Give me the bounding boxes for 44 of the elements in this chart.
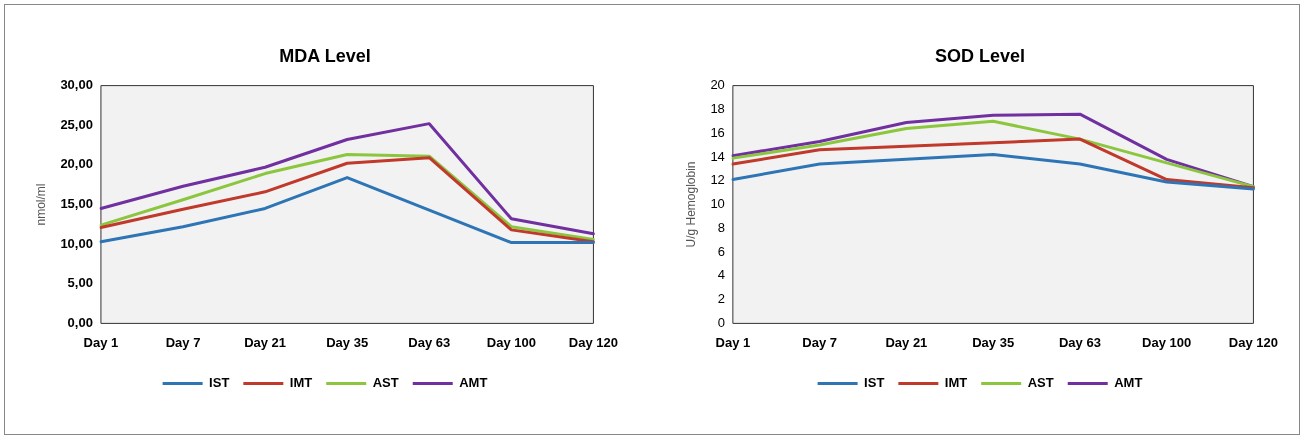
y-axis-title: nmol/ml xyxy=(33,183,48,226)
y-tick-label: 10 xyxy=(710,196,725,212)
y-tick-label: 20 xyxy=(710,77,725,93)
chart-title: MDA Level xyxy=(279,45,371,66)
y-tick-label: 30,00 xyxy=(60,77,93,93)
legend-label: IST xyxy=(209,375,230,391)
y-tick-label: 0,00 xyxy=(67,314,93,330)
x-tick-label: Day 63 xyxy=(1058,334,1101,350)
x-tick-label: Day 1 xyxy=(715,334,751,350)
legend-label: IST xyxy=(864,375,885,391)
y-tick-label: 5,00 xyxy=(67,275,93,291)
legend-label: AMT xyxy=(1114,375,1143,391)
y-tick-label: 12 xyxy=(710,172,725,188)
y-tick-label: 14 xyxy=(710,148,725,164)
y-tick-label: 16 xyxy=(710,124,725,140)
x-tick-label: Day 120 xyxy=(568,334,618,350)
y-tick-label: 8 xyxy=(717,219,725,235)
x-tick-label: Day 63 xyxy=(408,334,451,350)
y-tick-label: 18 xyxy=(710,100,725,116)
y-tick-label: 2 xyxy=(717,291,725,307)
x-tick-label: Day 35 xyxy=(972,334,1015,350)
x-tick-label: Day 21 xyxy=(885,334,928,350)
y-tick-label: 25,00 xyxy=(60,116,93,132)
y-tick-label: 20,00 xyxy=(60,156,93,172)
legend-label: AST xyxy=(1027,375,1054,391)
legend-label: IMT xyxy=(944,375,968,391)
x-tick-label: Day 7 xyxy=(165,334,201,350)
y-axis-title: U/g Hemoglobin xyxy=(683,161,698,248)
x-tick-label: Day 100 xyxy=(486,334,536,350)
y-tick-label: 0 xyxy=(717,314,725,330)
legend-label: AST xyxy=(372,375,399,391)
y-tick-label: 15,00 xyxy=(60,196,93,212)
y-tick-label: 10,00 xyxy=(60,235,93,251)
chart-title: SOD Level xyxy=(934,45,1026,66)
x-tick-label: Day 21 xyxy=(244,334,287,350)
x-tick-label: Day 7 xyxy=(802,334,837,350)
x-tick-label: Day 100 xyxy=(1142,334,1192,350)
legend-label: AMT xyxy=(459,375,488,391)
y-tick-label: 4 xyxy=(717,267,725,283)
x-tick-label: Day 35 xyxy=(326,334,369,350)
x-tick-label: Day 120 xyxy=(1228,334,1278,350)
x-tick-label: Day 1 xyxy=(83,334,119,350)
y-tick-label: 6 xyxy=(717,243,725,259)
legend-label: IMT xyxy=(289,375,313,391)
